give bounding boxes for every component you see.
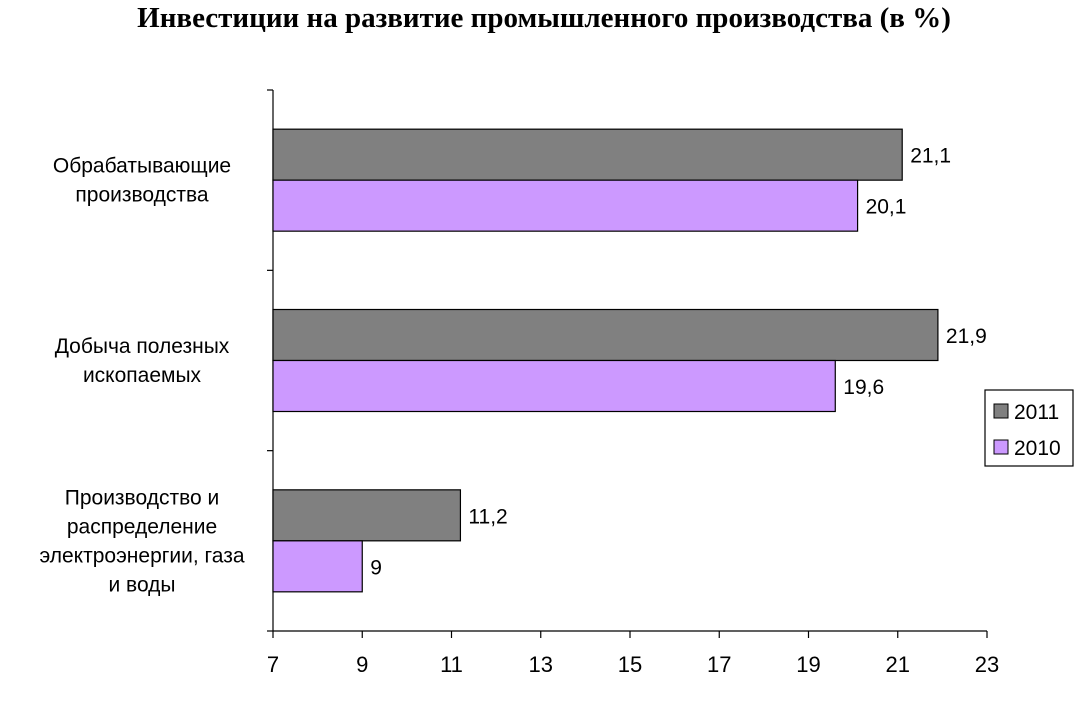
- x-tick-label: 21: [886, 652, 910, 677]
- x-tick-label: 19: [796, 652, 820, 677]
- bar-2010-1: [272, 359, 836, 413]
- x-tick-label: 13: [529, 652, 553, 677]
- legend-swatch-2010: [993, 439, 1009, 455]
- x-tick-label: 23: [975, 652, 999, 677]
- legend-swatch-2011: [993, 403, 1009, 419]
- legend-label-2010: 2010: [1014, 437, 1061, 460]
- chart-title: Инвестиции на развитие промышленного про…: [137, 2, 951, 34]
- labels: 21,1 20,1 Обрабатывающие производства 21,9 19…: [40, 145, 987, 597]
- bar-2010-0: [272, 179, 859, 232]
- x-tick-label: 17: [707, 652, 731, 677]
- bar-2010-2: [272, 540, 363, 593]
- data-label-2010-2: 9: [370, 556, 382, 579]
- x-tick-label: 15: [618, 652, 642, 677]
- x-tick-label: 7: [267, 652, 279, 677]
- category-label-1: Добыча полезных ископаемых: [55, 335, 230, 387]
- x-tick-label: 9: [356, 652, 368, 677]
- data-label-2011-0: 21,1: [910, 145, 951, 168]
- category-label-0: Обрабатывающие производства: [53, 155, 231, 207]
- data-label-2010-0: 20,1: [866, 196, 907, 219]
- data-label-2011-1: 21,9: [946, 325, 987, 348]
- bar-2011-0: [272, 128, 903, 181]
- x-tick-label: 11: [440, 652, 463, 677]
- bar-2011-2: [272, 489, 462, 542]
- legend-label-2011: 2011: [1014, 401, 1059, 424]
- data-label-2010-1: 19,6: [843, 376, 884, 399]
- axes: 7 9 11 13 15 17 19 21 23: [267, 89, 999, 677]
- bar-2011-1: [272, 308, 939, 362]
- legend: 2011 2010: [984, 389, 1074, 467]
- bars: [272, 128, 939, 593]
- category-label-2: Производство и распределение электроэнерги…: [40, 486, 245, 596]
- data-label-2011-2: 11,2: [468, 505, 507, 528]
